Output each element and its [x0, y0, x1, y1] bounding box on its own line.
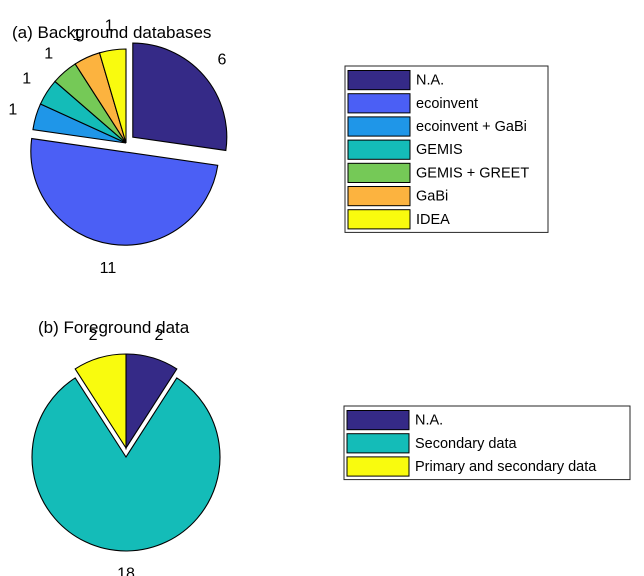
legend-0-entry-gemis: GEMIS — [416, 142, 463, 158]
pie-0-slice-idea — [98, 48, 127, 144]
pie-1-label-primary-and-secondary-data: 2 — [89, 327, 98, 344]
pie-0-slice-ecoinvent — [30, 137, 219, 246]
legend-0-swatch-gemis — [347, 139, 411, 160]
legend-0-swatch-ecoinvent-gabi — [347, 116, 411, 137]
pie-1-label-n-a: 2 — [155, 327, 164, 344]
legend-0-entry-gemis-greet: GEMIS + GREET — [416, 165, 529, 181]
pie-1-slice-primary-and-secondary-data — [74, 353, 127, 450]
pie-1-label-secondary-data: 18 — [117, 566, 135, 576]
pie-0-label-ecoinvent: 11 — [100, 260, 117, 277]
legend-1-entry-secondary-data: Secondary data — [415, 436, 518, 452]
legend-0-entry-n-a: N.A. — [416, 73, 444, 89]
pie-0-slice-n-a — [132, 42, 228, 152]
legend-b: N.A. Secondary data Primary and secondary … — [343, 405, 631, 481]
legend-0-swatch-gabi — [347, 186, 411, 207]
pie-0-label-ecoinvent-gabi: 1 — [8, 101, 17, 118]
legend-0-entry-gabi: GaBi — [416, 189, 448, 205]
legend-1-entry-n-a: N.A. — [415, 413, 443, 429]
pie-chart-b: 2 18 2 — [31, 327, 221, 576]
legend-1-swatch-primary-and-secondary-data — [346, 456, 410, 477]
legend-1-swatch-secondary-data — [346, 433, 410, 454]
legend-0-swatch-ecoinvent — [347, 93, 411, 114]
legend-0-entry-idea: IDEA — [416, 212, 450, 228]
legend-0-swatch-idea — [347, 209, 411, 230]
legend-a: N.A. ecoinvent ecoinvent + GaBi GEMIS GEMIS … — [344, 65, 549, 233]
chart-b-title: (b) Foreground data — [38, 318, 190, 337]
legend-0-entry-ecoinvent-gabi: ecoinvent + GaBi — [416, 119, 527, 135]
pie-1-slice-secondary-data — [31, 377, 221, 552]
legend-0-swatch-n-a — [347, 70, 411, 91]
pie-0-label-gemis-greet: 1 — [44, 45, 53, 62]
pie-0-label-idea: 1 — [105, 18, 114, 35]
pie-0-label-gemis: 1 — [22, 71, 31, 88]
legend-0-swatch-gemis-greet — [347, 162, 411, 184]
legend-0-entry-ecoinvent: ecoinvent — [416, 96, 478, 112]
pie-0-label-gabi: 1 — [73, 27, 82, 44]
legend-1-entry-primary-and-secondary-data: Primary and secondary data — [415, 459, 597, 475]
legend-1-swatch-n-a — [346, 410, 410, 431]
chart-a-title: (a) Background databases — [12, 23, 211, 42]
pie-0-label-n-a: 6 — [218, 51, 227, 68]
